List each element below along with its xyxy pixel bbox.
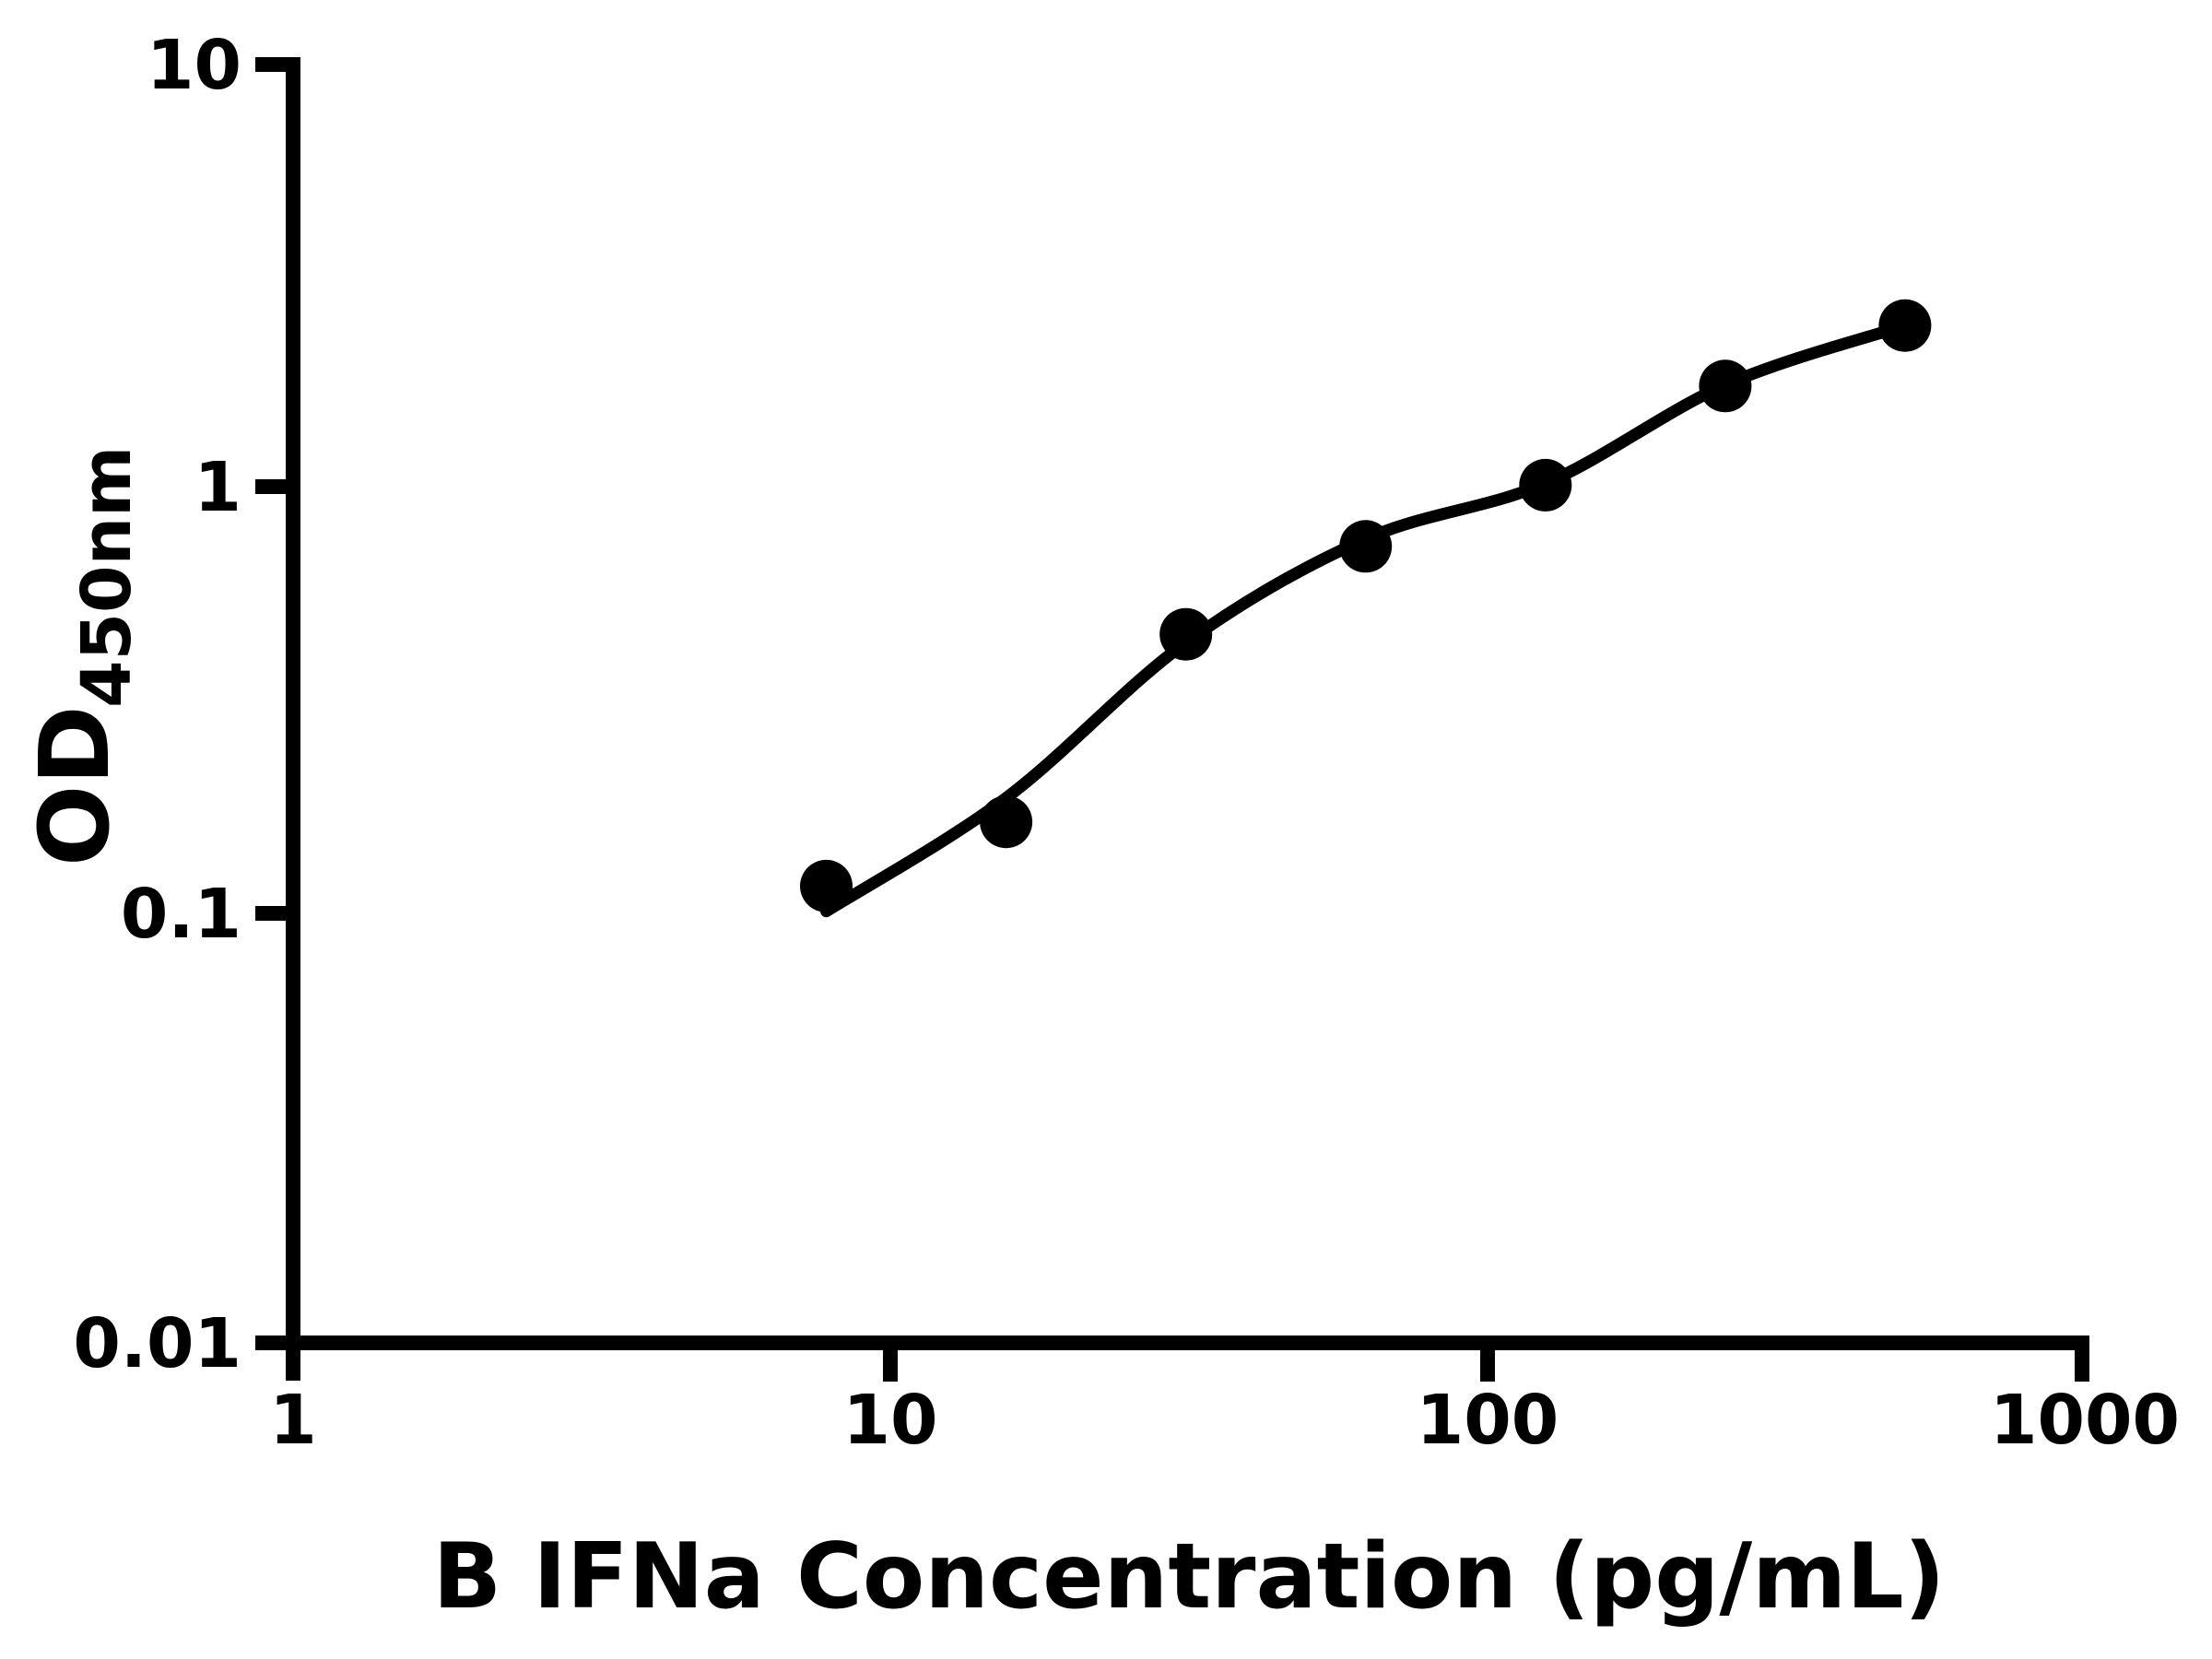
- y-axis-title-sub: 450nm: [67, 446, 147, 708]
- axes: [255, 57, 2089, 1382]
- x-tick-label-1000: 1000: [1990, 1381, 2180, 1460]
- y-axis-title: OD 450nm: [18, 446, 147, 866]
- y-axis-tick-labels: 10 1 0.1 0.01: [73, 26, 241, 1383]
- y-tick-label-0.01: 0.01: [73, 1304, 241, 1383]
- x-tick-label-10: 10: [843, 1381, 938, 1460]
- data-point: [1159, 607, 1213, 661]
- data-point: [1878, 299, 1932, 352]
- data-point: [980, 795, 1033, 849]
- data-point: [1339, 520, 1393, 573]
- data-point: [800, 859, 853, 912]
- y-axis-title-main: OD: [18, 705, 131, 866]
- x-tick-label-1: 1: [269, 1381, 317, 1460]
- y-tick-label-10: 10: [147, 26, 241, 105]
- series: [800, 299, 1932, 918]
- data-point: [1519, 458, 1572, 512]
- y-tick-label-1: 1: [194, 448, 242, 527]
- y-tick-label-0.1: 0.1: [121, 875, 241, 954]
- x-axis-title: B IFNa Concentration (pg/mL): [432, 1524, 1945, 1630]
- data-point: [1699, 359, 1752, 413]
- x-axis-tick-labels: 1 10 100 1000: [269, 1381, 2180, 1460]
- x-tick-label-100: 100: [1417, 1381, 1559, 1460]
